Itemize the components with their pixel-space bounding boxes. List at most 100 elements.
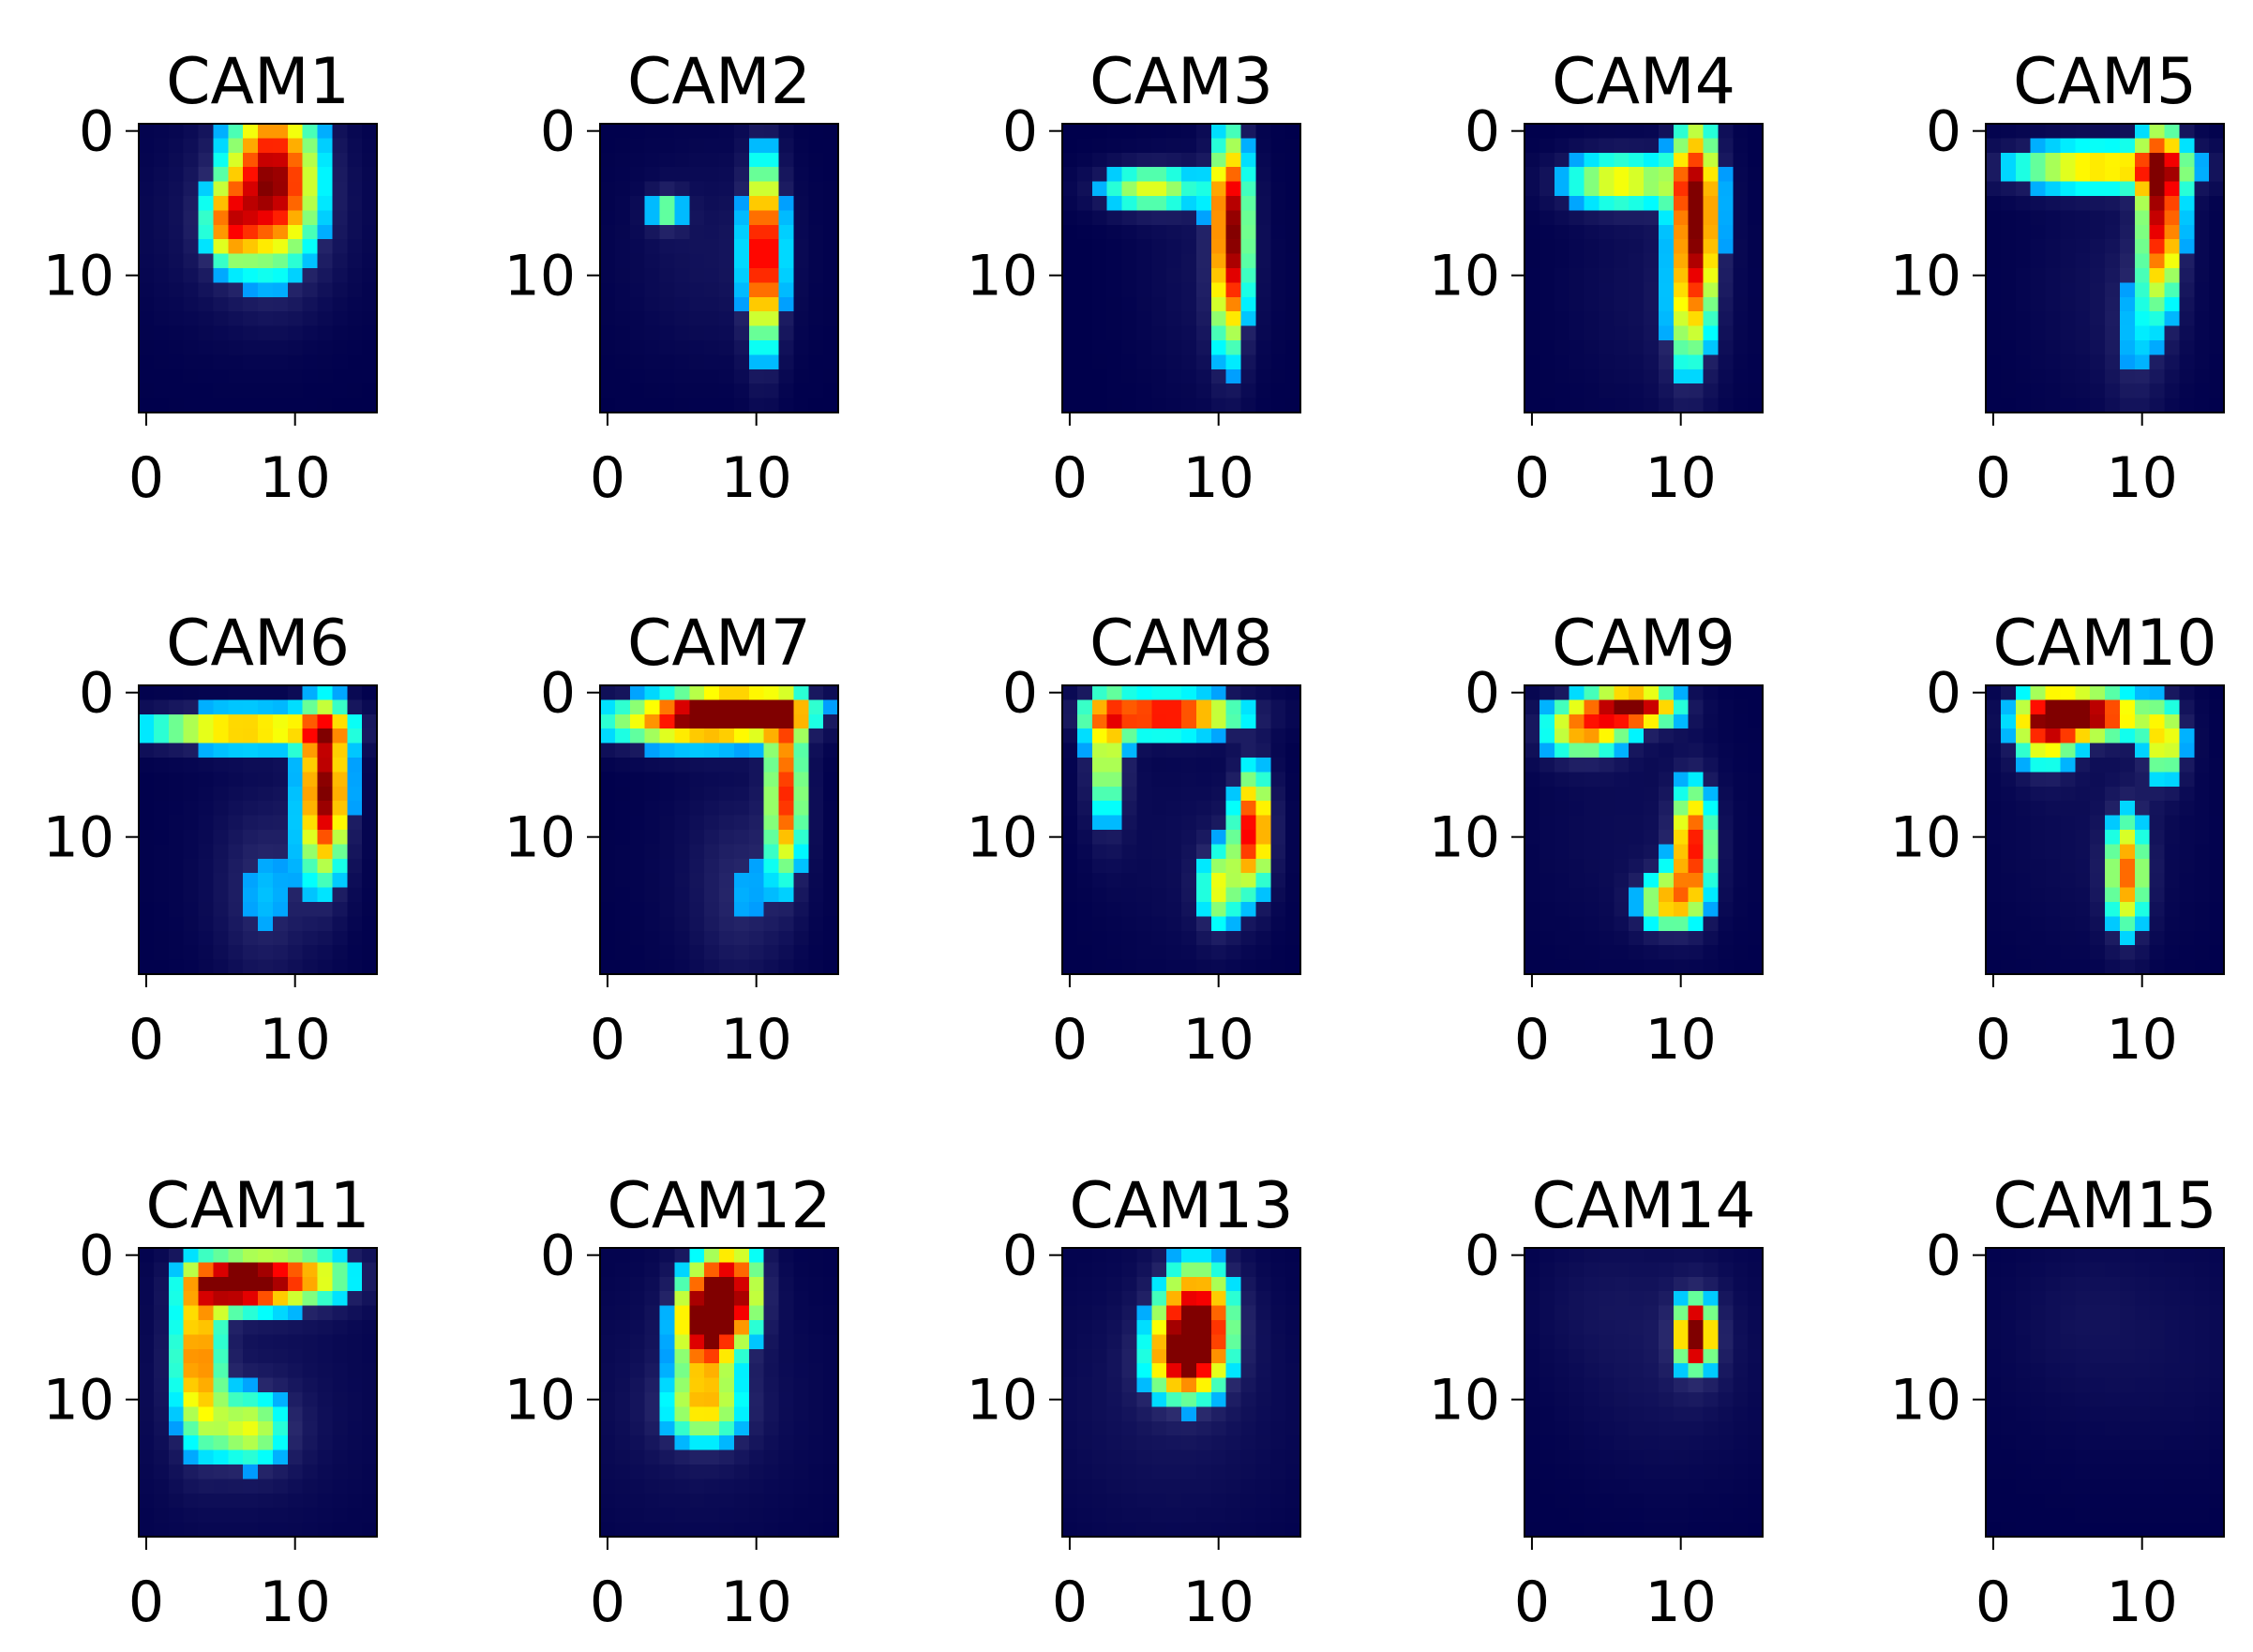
heatmap-cell [659, 152, 675, 168]
heatmap-cell [1748, 887, 1764, 903]
heatmap-cell [2060, 830, 2076, 845]
heatmap-cell [778, 1508, 794, 1524]
heatmap-cell [1748, 1334, 1764, 1350]
heatmap-cell [659, 1276, 675, 1292]
heatmap-cell [1986, 1406, 2002, 1422]
heatmap-cell [704, 325, 720, 341]
heatmap-cell [2060, 268, 2076, 283]
heatmap-cell [2075, 1248, 2091, 1263]
heatmap-cell [689, 1493, 705, 1509]
heatmap-cell [704, 1392, 720, 1407]
heatmap-cell [1285, 844, 1301, 860]
heatmap-cell [629, 1508, 646, 1524]
heatmap-cell [1554, 873, 1570, 889]
heatmap-cell [213, 1522, 229, 1538]
heatmap-cell [2015, 713, 2032, 729]
heatmap-cell [302, 340, 319, 355]
heatmap-cell [1986, 758, 2002, 773]
heatmap-cell [733, 830, 750, 845]
heatmap-cell [1569, 858, 1585, 874]
heatmap-cell [2090, 1420, 2106, 1436]
heatmap-cell [2105, 368, 2121, 384]
heatmap-cell [1539, 239, 1555, 255]
heatmap-cell [1240, 398, 1256, 413]
heatmap-cell [2015, 1262, 2032, 1278]
heatmap-cell [228, 1291, 244, 1307]
heatmap-cell [1986, 945, 2002, 961]
heatmap-cell [1688, 873, 1705, 889]
heatmap-cell [733, 1348, 750, 1364]
heatmap-cell [362, 1522, 378, 1538]
heatmap-cell [1733, 210, 1749, 226]
heatmap-cell [2164, 728, 2180, 744]
heatmap-cell [1673, 699, 1690, 715]
heatmap-cell [1525, 152, 1540, 168]
heatmap-cell [362, 282, 378, 298]
heatmap-cell [1285, 1508, 1301, 1524]
heatmap-cell [2194, 1291, 2210, 1307]
heatmap-cell [1599, 340, 1615, 355]
heatmap-cell [2149, 959, 2166, 975]
heatmap-cell [644, 1406, 661, 1422]
heatmap-cell [1285, 916, 1301, 932]
heatmap-cell [2179, 1262, 2195, 1278]
heatmap-cell [1270, 945, 1286, 961]
heatmap-cell [600, 815, 616, 831]
heatmap-cell [1644, 368, 1660, 384]
heatmap-cell [674, 325, 690, 341]
heatmap-cell [1629, 1493, 1645, 1509]
heatmap-cell [1673, 1392, 1690, 1407]
heatmap-cell [243, 713, 259, 729]
heatmap-cell [2149, 311, 2166, 327]
heatmap-cell [1673, 1248, 1690, 1263]
heatmap-cell [1733, 311, 1749, 327]
heatmap-cell [2119, 138, 2136, 154]
heatmap-cell [1644, 959, 1660, 975]
heatmap-cell [1673, 1449, 1690, 1465]
heatmap-cell [1091, 1420, 1108, 1436]
heatmap-cell [823, 368, 839, 384]
x-tick-label: 0 [590, 445, 625, 511]
heatmap-cell [763, 786, 780, 802]
heatmap-cell [1673, 772, 1690, 788]
heatmap-cell [1136, 1508, 1152, 1524]
heatmap-cell [1210, 815, 1227, 831]
heatmap-cell [2179, 354, 2195, 370]
heatmap-cell [258, 210, 274, 226]
heatmap-cell [1121, 1522, 1137, 1538]
heatmap-cell [748, 1392, 765, 1407]
heatmap-cell [317, 311, 333, 327]
heatmap-cell [644, 1420, 661, 1436]
heatmap-cell [704, 181, 720, 197]
heatmap-cell [793, 196, 809, 211]
heatmap-cell [1718, 786, 1734, 802]
heatmap-cell [1255, 1406, 1271, 1422]
heatmap-cell [704, 253, 720, 269]
heatmap-cell [2045, 1276, 2061, 1292]
heatmap-cell [674, 1522, 690, 1538]
heatmap-cell [823, 1479, 839, 1494]
heatmap-cell [629, 887, 646, 903]
heatmap-cell [2015, 1420, 2032, 1436]
heatmap-cell [1062, 1377, 1078, 1393]
heatmap-cell [1599, 152, 1615, 168]
heatmap-cell [1091, 1522, 1108, 1538]
heatmap-cell [1166, 138, 1182, 154]
heatmap-cell [2000, 1377, 2017, 1393]
heatmap-cell [823, 815, 839, 831]
heatmap-cell [2119, 196, 2136, 211]
heatmap-cell [1255, 1449, 1271, 1465]
heatmap-cell [213, 1291, 229, 1307]
heatmap-cell [347, 138, 363, 154]
heatmap-cell [763, 713, 780, 729]
heatmap-cell [1166, 1348, 1182, 1364]
heatmap-cell [1062, 1392, 1078, 1407]
heatmap-cell [1255, 1363, 1271, 1379]
heatmap-cell [1644, 873, 1660, 889]
heatmap-cell [1748, 1248, 1764, 1263]
heatmap-cell [228, 815, 244, 831]
heatmap-cell [1270, 368, 1286, 384]
heatmap-cell [2075, 210, 2091, 226]
heatmap-cell [614, 1377, 631, 1393]
